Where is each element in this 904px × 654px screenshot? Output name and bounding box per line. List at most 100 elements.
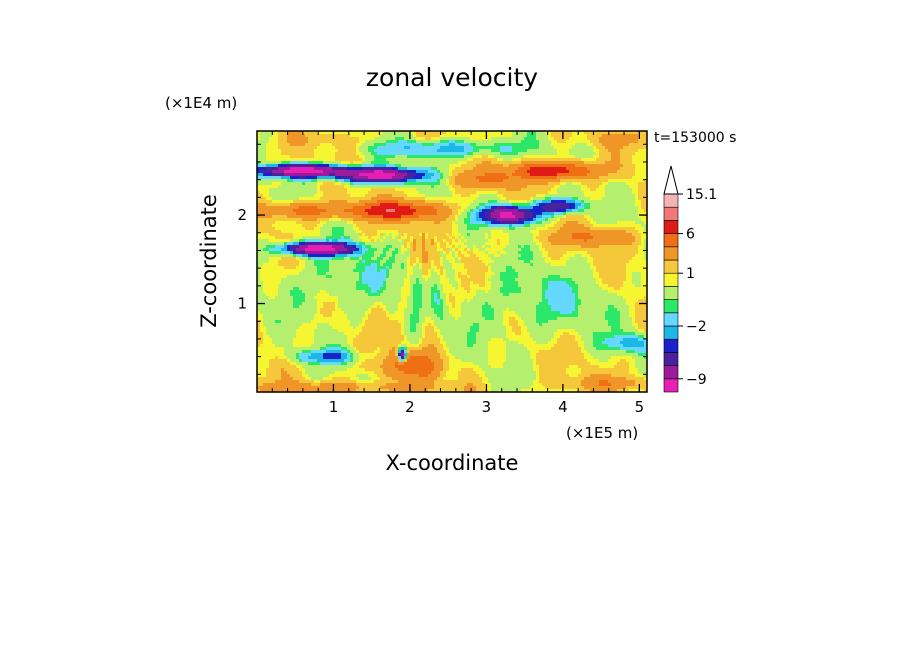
heatmap-cell [365, 194, 369, 198]
heatmap-cell [491, 188, 495, 192]
heatmap-cell [599, 200, 603, 204]
heatmap-cell [383, 191, 387, 195]
heatmap-cell [422, 203, 426, 207]
heatmap-cell [416, 221, 420, 225]
heatmap-cell [269, 233, 273, 237]
heatmap-cell [401, 227, 405, 231]
heatmap-cell [503, 233, 507, 237]
heatmap-cell [290, 149, 294, 153]
heatmap-cell [335, 140, 339, 144]
heatmap-cell [548, 182, 552, 186]
heatmap-cell [368, 227, 372, 231]
heatmap-cell [458, 155, 462, 159]
heatmap-cell [458, 173, 462, 177]
heatmap-cell [494, 146, 498, 150]
heatmap-cell [455, 227, 459, 231]
heatmap-cell [497, 164, 501, 168]
heatmap-cell [533, 179, 537, 183]
heatmap-cell [356, 206, 360, 210]
heatmap-cell [629, 215, 633, 219]
heatmap-cell [575, 152, 579, 156]
heatmap-cell [638, 212, 642, 216]
heatmap-cell [509, 194, 513, 198]
heatmap-cell [551, 206, 555, 210]
heatmap-cell [569, 143, 573, 147]
heatmap-cell [461, 233, 465, 237]
heatmap-cell [419, 242, 423, 246]
heatmap-cell [611, 230, 615, 234]
heatmap-cell [632, 197, 636, 201]
heatmap-cell [545, 182, 549, 186]
heatmap-cell [641, 173, 645, 177]
heatmap-cell [326, 179, 330, 183]
heatmap-cell [617, 221, 621, 225]
heatmap-cell [590, 176, 594, 180]
heatmap-cell [530, 203, 534, 207]
heatmap-cell [587, 164, 591, 168]
heatmap-cell [461, 173, 465, 177]
heatmap-cell [494, 158, 498, 162]
heatmap-cell [608, 236, 612, 240]
heatmap-cell [365, 176, 369, 180]
heatmap-cell [416, 152, 420, 156]
heatmap-cell [614, 158, 618, 162]
heatmap-cell [482, 227, 486, 231]
heatmap-cell [506, 167, 510, 171]
heatmap-cell [275, 164, 279, 168]
heatmap-cell [584, 188, 588, 192]
heatmap-cell [296, 215, 300, 219]
heatmap-cell [551, 242, 555, 246]
heatmap-cell [467, 146, 471, 150]
heatmap-cell [413, 167, 417, 171]
heatmap-cell [278, 221, 282, 225]
heatmap-cell [353, 194, 357, 198]
heatmap-cell [353, 158, 357, 162]
heatmap-cell [278, 197, 282, 201]
heatmap-cell [302, 236, 306, 240]
heatmap-cell [452, 173, 456, 177]
heatmap-cell [527, 179, 531, 183]
heatmap-cell [281, 245, 285, 249]
heatmap-cell [302, 209, 306, 213]
heatmap-cell [305, 152, 309, 156]
heatmap-cell [389, 239, 393, 243]
heatmap-cell [554, 206, 558, 210]
heatmap-cell [635, 236, 639, 240]
heatmap-cell [317, 152, 321, 156]
heatmap-cell [416, 146, 420, 150]
heatmap-cell [569, 191, 573, 195]
heatmap-cell [434, 194, 438, 198]
heatmap-cell [602, 227, 606, 231]
heatmap-cell [482, 206, 486, 210]
heatmap-cell [473, 200, 477, 204]
heatmap-cell [629, 176, 633, 180]
heatmap-cell [542, 134, 546, 138]
heatmap-cell [332, 233, 336, 237]
heatmap-cell [290, 182, 294, 186]
heatmap-cell [557, 161, 561, 165]
heatmap-cell [524, 209, 528, 213]
heatmap-cell [371, 143, 375, 147]
heatmap-cell [308, 212, 312, 216]
heatmap-cell [353, 209, 357, 213]
heatmap-cell [548, 221, 552, 225]
heatmap-cell [266, 221, 270, 225]
heatmap-cell [377, 176, 381, 180]
heatmap-cell [506, 173, 510, 177]
heatmap-cell [599, 239, 603, 243]
heatmap-cell [500, 203, 504, 207]
heatmap-cell [584, 233, 588, 237]
heatmap-cell [335, 155, 339, 159]
heatmap-cell [479, 206, 483, 210]
heatmap-cell [503, 200, 507, 204]
heatmap-cell [470, 194, 474, 198]
heatmap-cell [356, 185, 360, 189]
heatmap-cell [371, 203, 375, 207]
heatmap-cell [614, 209, 618, 213]
heatmap-cell [626, 173, 630, 177]
heatmap-cell [266, 161, 270, 165]
heatmap-cell [356, 146, 360, 150]
heatmap-cell [323, 173, 327, 177]
heatmap-cell [296, 221, 300, 225]
heatmap-cell [269, 239, 273, 243]
